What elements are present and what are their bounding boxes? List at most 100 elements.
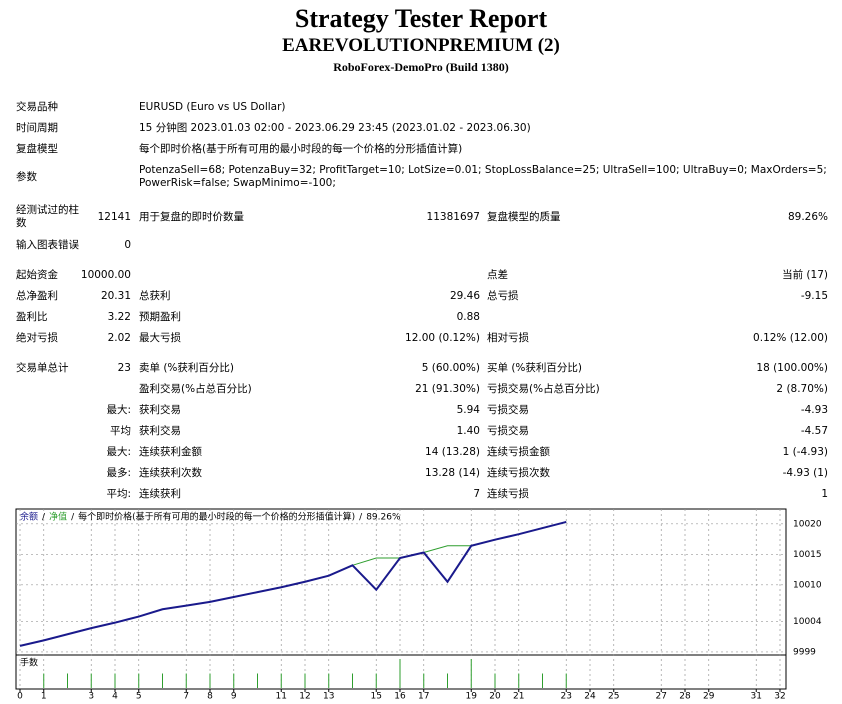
stat-label: 连续亏损金额 — [487, 446, 550, 458]
stat-label: 预期盈利 — [139, 311, 181, 323]
stat-label: 用于复盘的即时价数量 — [139, 211, 244, 223]
x-tick-label: 11 — [276, 692, 287, 702]
stat-value: 5 (60.00%) — [421, 362, 480, 374]
y-tick-label: 10015 — [793, 550, 822, 560]
balance-line — [19, 520, 567, 647]
legend-balance: 余额 — [20, 511, 38, 523]
info-label: 时间周期 — [16, 122, 58, 134]
stat-label: 最大亏损 — [139, 332, 181, 344]
stat-label: 经测试过的柱数 — [16, 204, 79, 229]
legend-separator: / — [71, 513, 75, 523]
stat-value: 21 (91.30%) — [415, 383, 480, 395]
x-tick-label: 16 — [394, 692, 406, 702]
legend-separator: / — [359, 513, 363, 523]
info-value: PowerRisk=false; SwapMinimo=-100; — [139, 177, 336, 189]
stat-value: 当前 (17) — [782, 269, 828, 281]
x-tick-label: 13 — [323, 692, 334, 702]
info-value: 每个即时价格(基于所有可用的最小时段的每一个价格的分形插值计算) — [139, 143, 463, 155]
info-value: 15 分钟图 2023.01.03 02:00 - 2023.06.29 23:… — [139, 122, 531, 134]
x-tick-label: 8 — [207, 692, 213, 702]
stat-value: 最多: — [106, 467, 131, 479]
stat-label: 盈利比 — [16, 311, 48, 323]
stat-value: 0.12% (12.00) — [753, 332, 828, 344]
stat-label: 总净盈利 — [16, 290, 58, 302]
stat-label: 起始资金 — [16, 269, 58, 281]
stat-value: 12141 — [97, 211, 131, 223]
stat-value: 20.31 — [100, 290, 131, 302]
x-tick-label: 20 — [489, 692, 501, 702]
stat-value: 7 — [473, 488, 480, 500]
stat-label: 连续亏损 — [487, 488, 529, 500]
x-tick-label: 12 — [299, 692, 310, 702]
stat-value: -4.57 — [800, 425, 828, 437]
stat-value: -4.93 — [800, 404, 828, 416]
stat-label: 亏损交易(%占总百分比) — [487, 383, 600, 395]
stat-value: 10000.00 — [80, 269, 131, 281]
info-label: 交易品种 — [16, 101, 58, 113]
legend-quality: 89.26% — [366, 513, 401, 523]
x-tick-label: 1 — [41, 692, 47, 702]
stat-label: 相对亏损 — [487, 332, 529, 344]
info-label: 复盘模型 — [16, 143, 58, 155]
x-tick-label: 5 — [136, 692, 142, 702]
stat-value: 3.22 — [107, 311, 131, 323]
stat-value: 89.26% — [787, 211, 828, 223]
x-tick-label: 25 — [608, 692, 619, 702]
stat-value: 平均: — [106, 488, 131, 500]
legend-model: 每个即时价格(基于所有可用的最小时段的每一个价格的分形插值计算) — [78, 511, 355, 523]
stat-label: 输入图表错误 — [16, 239, 79, 251]
x-tick-label: 4 — [112, 692, 118, 702]
stat-value: 2.02 — [107, 332, 131, 344]
stat-label: 连续获利 — [139, 488, 181, 500]
info-value: EURUSD (Euro vs US Dollar) — [139, 101, 286, 113]
stat-label: 买单 (%获利百分比) — [487, 362, 583, 374]
stat-label: 亏损交易 — [487, 425, 529, 437]
info-value: PotenzaSell=68; PotenzaBuy=32; ProfitTar… — [139, 164, 827, 176]
stat-value: 最大: — [106, 446, 131, 458]
y-tick-label: 9999 — [793, 647, 816, 657]
y-tick-label: 10020 — [793, 519, 822, 529]
stat-label: 连续获利金额 — [139, 446, 202, 458]
stat-label: 亏损交易 — [487, 404, 529, 416]
stat-label: 总获利 — [139, 290, 171, 302]
x-tick-label: 23 — [561, 692, 572, 702]
x-tick-label: 7 — [183, 692, 189, 702]
x-tick-label: 9 — [231, 692, 237, 702]
stat-value: -9.15 — [800, 290, 828, 302]
x-tick-label: 15 — [371, 692, 382, 702]
x-tick-label: 3 — [88, 692, 94, 702]
lots-label: 手数 — [20, 657, 38, 669]
x-tick-label: 29 — [703, 692, 715, 702]
stat-value: 2 (8.70%) — [776, 383, 828, 395]
stat-label: 卖单 (%获利百分比) — [139, 362, 235, 374]
legend-equity: 净值 — [49, 511, 67, 523]
x-tick-label: 32 — [774, 692, 785, 702]
stat-value: 23 — [117, 362, 131, 374]
stat-value: 1 — [821, 488, 828, 500]
stat-value: 13.28 (14) — [425, 467, 480, 479]
report-title: Strategy Tester Report — [294, 4, 548, 33]
stat-label: 复盘模型的质量 — [487, 211, 561, 223]
x-tick-label: 19 — [466, 692, 478, 702]
report-build: RoboForex-DemoPro (Build 1380) — [333, 60, 509, 74]
x-tick-label: 28 — [679, 692, 691, 702]
stat-value: 1.40 — [456, 425, 480, 437]
stat-value: 29.46 — [449, 290, 480, 302]
stat-label: 点差 — [487, 269, 508, 281]
x-tick-label: 0 — [17, 692, 23, 702]
x-tick-label: 17 — [418, 692, 429, 702]
report-subtitle: EAREVOLUTIONPREMIUM (2) — [282, 35, 560, 56]
stat-value: 平均 — [110, 425, 131, 437]
x-tick-label: 27 — [656, 692, 667, 702]
stat-label: 交易单总计 — [16, 362, 69, 374]
stat-value: 最大: — [106, 404, 131, 416]
stat-label: 盈利交易(%占总百分比) — [139, 383, 252, 395]
stat-value: 11381697 — [426, 211, 480, 223]
stat-label: 绝对亏损 — [16, 332, 58, 344]
y-tick-label: 10004 — [793, 617, 822, 627]
stat-label: 连续获利次数 — [139, 467, 202, 479]
stat-value: 1 (-4.93) — [782, 446, 828, 458]
stat-value: 18 (100.00%) — [756, 362, 828, 374]
